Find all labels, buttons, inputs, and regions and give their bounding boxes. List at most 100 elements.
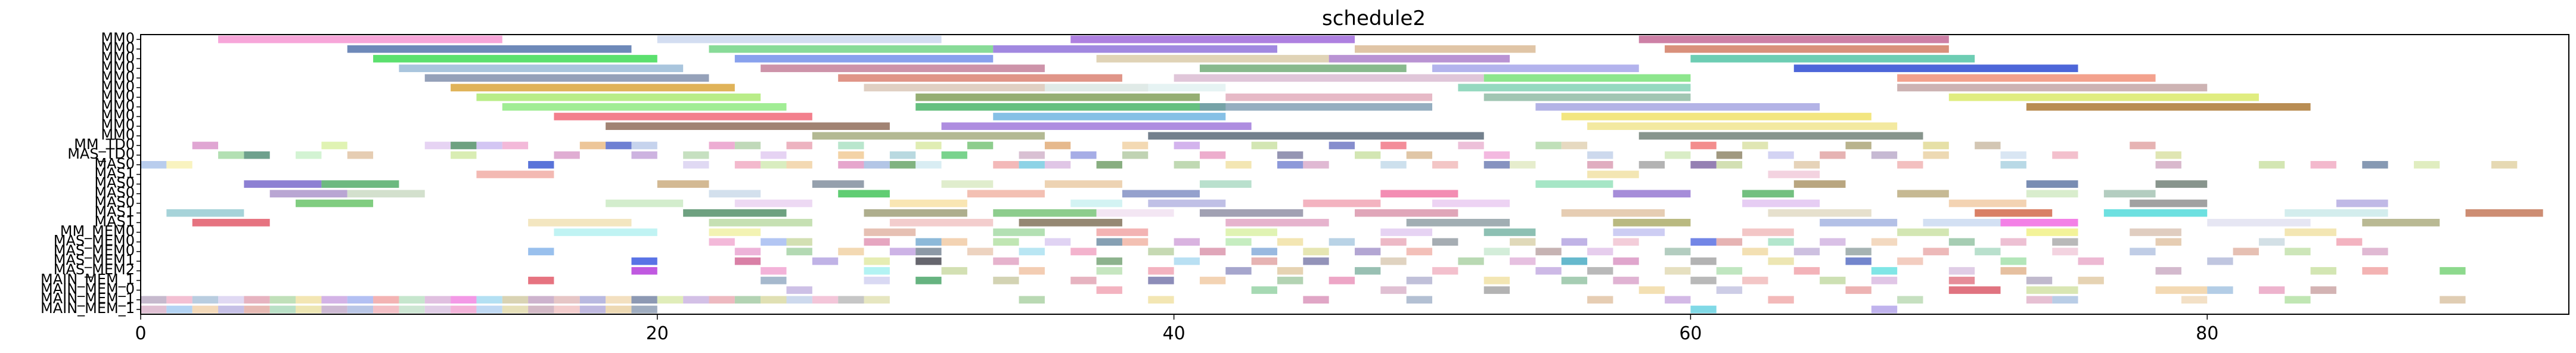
task-bar	[296, 305, 322, 314]
task-bar	[1148, 267, 1174, 275]
task-bar	[1019, 247, 1045, 256]
task-bar	[1355, 151, 1381, 159]
task-bar	[2310, 267, 2336, 275]
task-bar	[528, 296, 554, 304]
task-bar	[2155, 161, 2181, 169]
task-bar	[1044, 83, 1226, 92]
task-bar	[1380, 161, 1407, 169]
task-bar	[812, 296, 839, 304]
task-bar	[528, 305, 554, 314]
task-bar	[1174, 141, 1200, 150]
task-bar	[1638, 132, 1923, 140]
task-bar	[2130, 141, 2156, 150]
task-bar	[1561, 238, 1588, 246]
task-bar	[1148, 199, 1226, 208]
task-bar	[709, 141, 735, 150]
task-bar	[786, 141, 812, 150]
task-bar	[1148, 296, 1174, 304]
task-bar	[2052, 247, 2078, 256]
task-bar	[321, 305, 347, 314]
task-bar	[889, 219, 994, 227]
task-bar	[2130, 228, 2181, 236]
y-tick-label: MM0	[101, 49, 135, 66]
task-bar	[1742, 141, 1768, 150]
task-bar	[2285, 296, 2311, 304]
task-bar	[424, 74, 709, 82]
task-bar	[424, 141, 451, 150]
task-bar	[838, 190, 890, 198]
task-bar	[1199, 247, 1226, 256]
task-bar	[554, 228, 657, 236]
task-bar	[1251, 141, 1277, 150]
task-bar	[1613, 219, 1691, 227]
task-bar	[1070, 247, 1097, 256]
task-bar	[1690, 277, 1717, 284]
task-bar	[1070, 151, 1097, 159]
task-bar	[864, 161, 890, 169]
task-bar	[1897, 83, 2208, 92]
task-bar	[166, 161, 193, 169]
x-axis: 0 20 40 60 80	[135, 314, 2218, 344]
task-bar	[734, 247, 761, 256]
task-bar	[1768, 296, 1794, 304]
task-bar	[1587, 161, 1613, 169]
task-bar	[1096, 238, 1122, 246]
task-bar	[1948, 277, 1975, 284]
task-bar	[2000, 267, 2026, 275]
y-tick-label: MAS_TD0	[67, 145, 135, 162]
task-bar	[373, 305, 399, 314]
task-bar	[631, 305, 657, 314]
task-bar	[1845, 286, 1872, 294]
task-bar	[2026, 190, 2078, 198]
task-bar	[864, 277, 890, 284]
task-bar	[915, 277, 942, 284]
task-bar	[734, 55, 994, 63]
task-bar	[373, 296, 399, 304]
task-bar	[2440, 296, 2466, 304]
task-bar	[1225, 238, 1252, 246]
task-bar	[554, 296, 580, 304]
task-bar	[1948, 286, 2001, 294]
task-bar	[296, 199, 374, 208]
task-bar	[734, 141, 761, 150]
y-tick-label: MAS1	[94, 213, 135, 230]
task-bar	[244, 151, 270, 159]
task-bar	[1897, 257, 1923, 265]
y-tick-label: MAIN_MEM_1	[41, 290, 135, 307]
task-bar	[864, 209, 967, 217]
task-bar	[1432, 161, 1458, 169]
task-bar	[1199, 277, 1226, 284]
task-bar	[579, 305, 606, 314]
task-bar	[1561, 257, 1588, 265]
task-bar	[838, 74, 1122, 82]
task-bar	[1768, 238, 1794, 246]
task-bar	[399, 296, 425, 304]
y-tick-label: MM0	[101, 117, 135, 134]
y-axis: MM0MM0MM0MM0MM0MM0MM0MM0MM0MM0MM0MM_TD0M…	[41, 30, 141, 317]
task-bar	[399, 64, 684, 72]
task-bar	[915, 161, 942, 169]
task-bar	[1303, 247, 1329, 256]
task-bar	[2310, 286, 2336, 294]
task-bar	[967, 247, 994, 256]
task-bar	[2207, 219, 2311, 227]
task-bar	[141, 161, 167, 169]
task-bar	[1225, 228, 1277, 236]
task-bar	[1380, 238, 1407, 246]
task-bar	[1406, 151, 1433, 159]
task-bar	[1690, 257, 1717, 265]
task-bar	[1561, 113, 1872, 120]
task-bar	[1458, 141, 1484, 150]
task-bar	[269, 296, 296, 304]
task-bar	[1561, 141, 1588, 150]
task-bar	[1587, 122, 1898, 130]
task-bar	[2000, 151, 2026, 159]
task-bar	[1277, 238, 1303, 246]
task-bar	[1510, 161, 1536, 169]
task-bar	[709, 45, 994, 53]
task-bar	[1380, 286, 1407, 294]
task-bar	[1483, 161, 1510, 169]
task-bar	[1742, 277, 1768, 284]
task-bar	[1199, 151, 1226, 159]
